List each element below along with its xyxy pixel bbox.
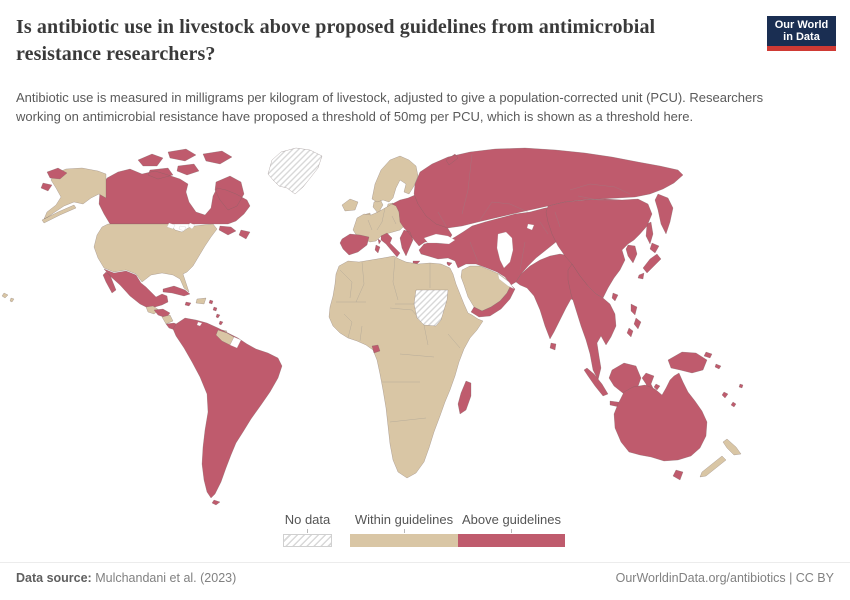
region-lesser-antilles[interactable]	[208, 299, 224, 326]
data-source: Data source: Mulchandani et al. (2023)	[16, 571, 236, 585]
country-borders	[336, 153, 631, 423]
region-sri-lanka[interactable]	[549, 342, 557, 351]
legend-item-no-data[interactable]: No data	[283, 512, 332, 547]
region-south-america[interactable]	[172, 317, 283, 506]
region-sudan[interactable]	[413, 289, 449, 327]
region-equatorial-guinea[interactable]	[371, 344, 381, 354]
legend-swatch-no-data	[283, 534, 332, 547]
region-mexico[interactable]	[102, 268, 169, 309]
legend-label-no-data: No data	[284, 512, 331, 527]
legend-tick	[511, 529, 512, 533]
region-nicaragua[interactable]	[161, 314, 174, 325]
legend-label-within-guidelines: Within guidelines	[354, 512, 454, 527]
legend-swatch-above-guidelines	[458, 534, 565, 547]
owid-logo[interactable]: Our World in Data	[767, 16, 836, 51]
black-sea	[423, 233, 456, 245]
region-middle-east[interactable]	[418, 205, 576, 286]
region-iberia[interactable]	[339, 233, 370, 256]
region-hispaniola[interactable]	[195, 297, 207, 305]
region-australia[interactable]	[613, 372, 708, 481]
legend-item-above-guidelines[interactable]: Above guidelines	[458, 512, 565, 547]
owid-url-license[interactable]: OurWorldinData.org/antibiotics | CC BY	[615, 571, 834, 585]
great-lakes	[166, 222, 196, 232]
data-source-value: Mulchandani et al. (2023)	[91, 571, 237, 585]
region-new-zealand[interactable]	[699, 438, 742, 478]
map-legend: No data Within guidelines Above guidelin…	[283, 512, 565, 547]
region-philippines[interactable]	[626, 303, 642, 338]
aral-sea	[526, 223, 535, 231]
region-scandinavia[interactable]	[371, 155, 419, 203]
chart-footer: Data source: Mulchandani et al. (2023) O…	[0, 562, 850, 585]
region-usa[interactable]	[93, 223, 218, 293]
chart-subtitle: Antibiotic use is measured in milligrams…	[16, 90, 764, 124]
lake-maracaibo	[196, 321, 203, 327]
region-alaska[interactable]	[41, 167, 107, 224]
region-taiwan[interactable]	[611, 292, 619, 302]
logo-line-2: in Data	[783, 31, 820, 43]
region-cuba[interactable]	[162, 285, 191, 297]
region-japan[interactable]	[637, 242, 662, 280]
world-map-svg	[1, 147, 744, 506]
region-russia[interactable]	[40, 147, 684, 245]
legend-item-within-guidelines[interactable]: Within guidelines	[350, 512, 458, 547]
legend-tick	[307, 529, 308, 533]
legend-label-above-guidelines: Above guidelines	[461, 512, 562, 527]
region-jamaica[interactable]	[184, 301, 192, 307]
data-source-label: Data source:	[16, 571, 92, 585]
persian-gulf	[497, 273, 515, 290]
region-canada[interactable]	[98, 148, 251, 240]
caspian-sea	[496, 231, 514, 269]
region-yemen-oman[interactable]	[470, 284, 516, 318]
region-hawaii[interactable]	[1, 292, 15, 303]
logo-line-1: Our World	[774, 19, 829, 31]
region-iceland[interactable]	[341, 198, 359, 212]
page-title: Is antibiotic use in livestock above pro…	[16, 16, 656, 65]
region-east-asia[interactable]	[545, 198, 653, 299]
region-pacific-islands[interactable]	[721, 383, 744, 408]
legend-tick	[403, 529, 405, 533]
region-southeast-asia[interactable]	[567, 263, 617, 381]
french-guiana	[229, 336, 242, 349]
region-greenland[interactable]	[267, 147, 323, 195]
region-madagascar[interactable]	[457, 380, 472, 415]
region-new-guinea[interactable]	[667, 351, 722, 374]
world-map	[0, 142, 850, 508]
legend-swatch-within-guidelines	[350, 534, 458, 547]
region-africa[interactable]	[328, 255, 484, 479]
